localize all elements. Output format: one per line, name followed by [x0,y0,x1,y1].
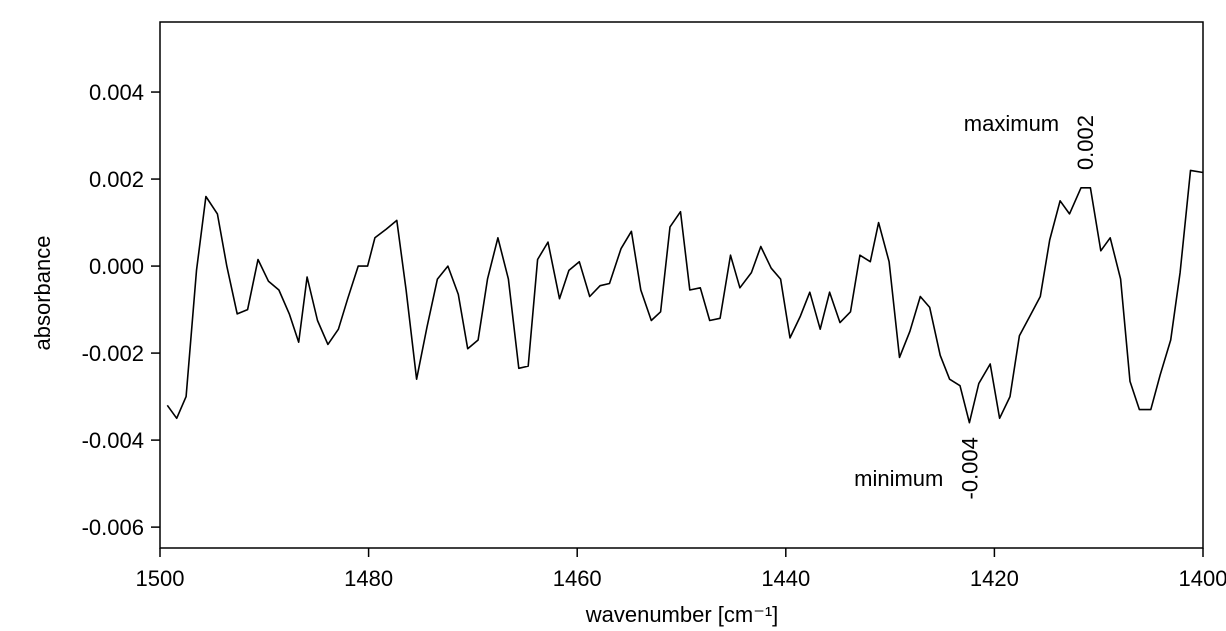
data-line [166,169,1204,424]
y-tick-label: -0.002 [82,341,144,366]
x-axis-label: wavenumber [cm⁻¹] [585,602,779,627]
annotation-value: 0.002 [1073,115,1098,170]
x-tick-label: 1420 [970,566,1019,591]
y-axis-label: absorbance [30,236,55,351]
x-tick-label: 1440 [761,566,810,591]
x-tick-label: 1460 [553,566,602,591]
y-tick-label: -0.006 [82,515,144,540]
y-tick-label: -0.004 [82,428,144,453]
x-tick-label: 1400 [1179,566,1226,591]
x-tick-label: 1480 [344,566,393,591]
plot-frame [159,21,1204,549]
annotation: maximum [964,111,1059,136]
y-tick-label: 0.000 [89,254,144,279]
x-tick-label: 1500 [136,566,185,591]
y-tick-label: 0.002 [89,167,144,192]
annotation-value: -0.004 [957,437,982,499]
annotation: minimum [854,466,943,491]
y-tick-label: 0.004 [89,80,144,105]
